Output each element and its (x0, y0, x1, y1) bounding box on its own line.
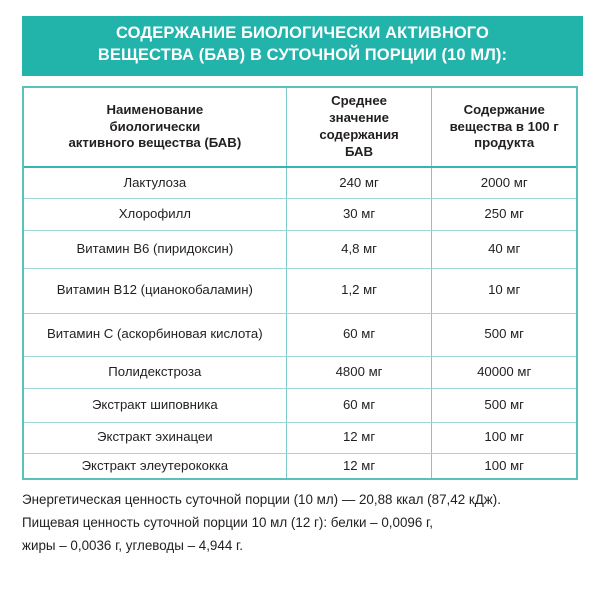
cell-per-100g: 40000 мг (431, 356, 576, 389)
cell-per-100g: 250 мг (431, 198, 576, 231)
cell-per-100g: 100 мг (431, 422, 576, 454)
table-row: Витамин B6 (пиридоксин) 4,8 мг 40 мг (24, 230, 576, 269)
cell-daily-amount: 240 мг (286, 167, 433, 199)
cell-daily-amount: 12 мг (286, 453, 433, 478)
table-header-row: Наименование биологически активного веще… (24, 88, 576, 168)
cell-per-100g: 2000 мг (431, 167, 576, 199)
column-header-content-per-100g: Содержание вещества в 100 г продукта (431, 88, 576, 168)
cell-daily-amount: 60 мг (286, 313, 433, 357)
cell-substance-name: Хлорофилл (24, 198, 287, 231)
cell-per-100g: 10 мг (431, 268, 576, 314)
cell-per-100g: 500 мг (431, 313, 576, 357)
cell-daily-amount: 1,2 мг (286, 268, 433, 314)
cell-daily-amount: 30 мг (286, 198, 433, 231)
energy-value-note: Энергетическая ценность суточной порции … (22, 492, 501, 507)
cell-per-100g: 40 мг (431, 230, 576, 269)
cell-substance-name: Витамин B12 (цианокобаламин) (24, 268, 287, 314)
column-header-substance-name: Наименование биологически активного веще… (24, 88, 287, 168)
nutrition-table-container: Наименование биологически активного веще… (22, 86, 578, 480)
cell-daily-amount: 12 мг (286, 422, 433, 454)
cell-substance-name: Полидекстроза (24, 356, 287, 389)
cell-substance-name: Экстракт эхинацеи (24, 422, 287, 454)
cell-substance-name: Витамин B6 (пиридоксин) (24, 230, 287, 269)
cell-substance-name: Экстракт элеутерококка (24, 453, 287, 478)
table-row: Экстракт элеутерококка 12 мг 100 мг (24, 453, 576, 478)
table-row: Лактулоза 240 мг 2000 мг (24, 167, 576, 199)
banner-title: Содержание биологически активного вещест… (97, 24, 508, 64)
cell-substance-name: Лактулоза (24, 167, 287, 199)
table-row: Хлорофилл 30 мг 250 мг (24, 198, 576, 231)
nutritional-value-note: Пищевая ценность суточной порции 10 мл (… (22, 515, 433, 554)
column-header-average-daily-content: Среднее значение содержания БАВ (286, 88, 433, 168)
cell-substance-name: Экстракт шиповника (24, 388, 287, 423)
table-row: Полидекстроза 4800 мг 40000 мг (24, 356, 576, 389)
table-row: Экстракт шиповника 60 мг 500 мг (24, 388, 576, 423)
table-row: Витамин С (аскорбиновая кислота) 60 мг 5… (24, 313, 576, 357)
cell-per-100g: 500 мг (431, 388, 576, 423)
cell-per-100g: 100 мг (484, 457, 524, 473)
cell-daily-amount: 60 мг (286, 388, 433, 423)
nutrition-table: Наименование биологически активного веще… (24, 88, 576, 478)
cell-daily-amount: 4800 мг (286, 356, 433, 389)
cell-substance-name: Витамин С (аскорбиновая кислота) (24, 313, 287, 357)
banner: Содержание биологически активного вещест… (22, 16, 583, 76)
footer-notes: Энергетическая ценность суточной порции … (22, 488, 588, 557)
cell-daily-amount: 4,8 мг (286, 230, 433, 269)
table-row: Витамин B12 (цианокобаламин) 1,2 мг 10 м… (24, 268, 576, 314)
table-row: Экстракт эхинацеи 12 мг 100 мг (24, 422, 576, 454)
